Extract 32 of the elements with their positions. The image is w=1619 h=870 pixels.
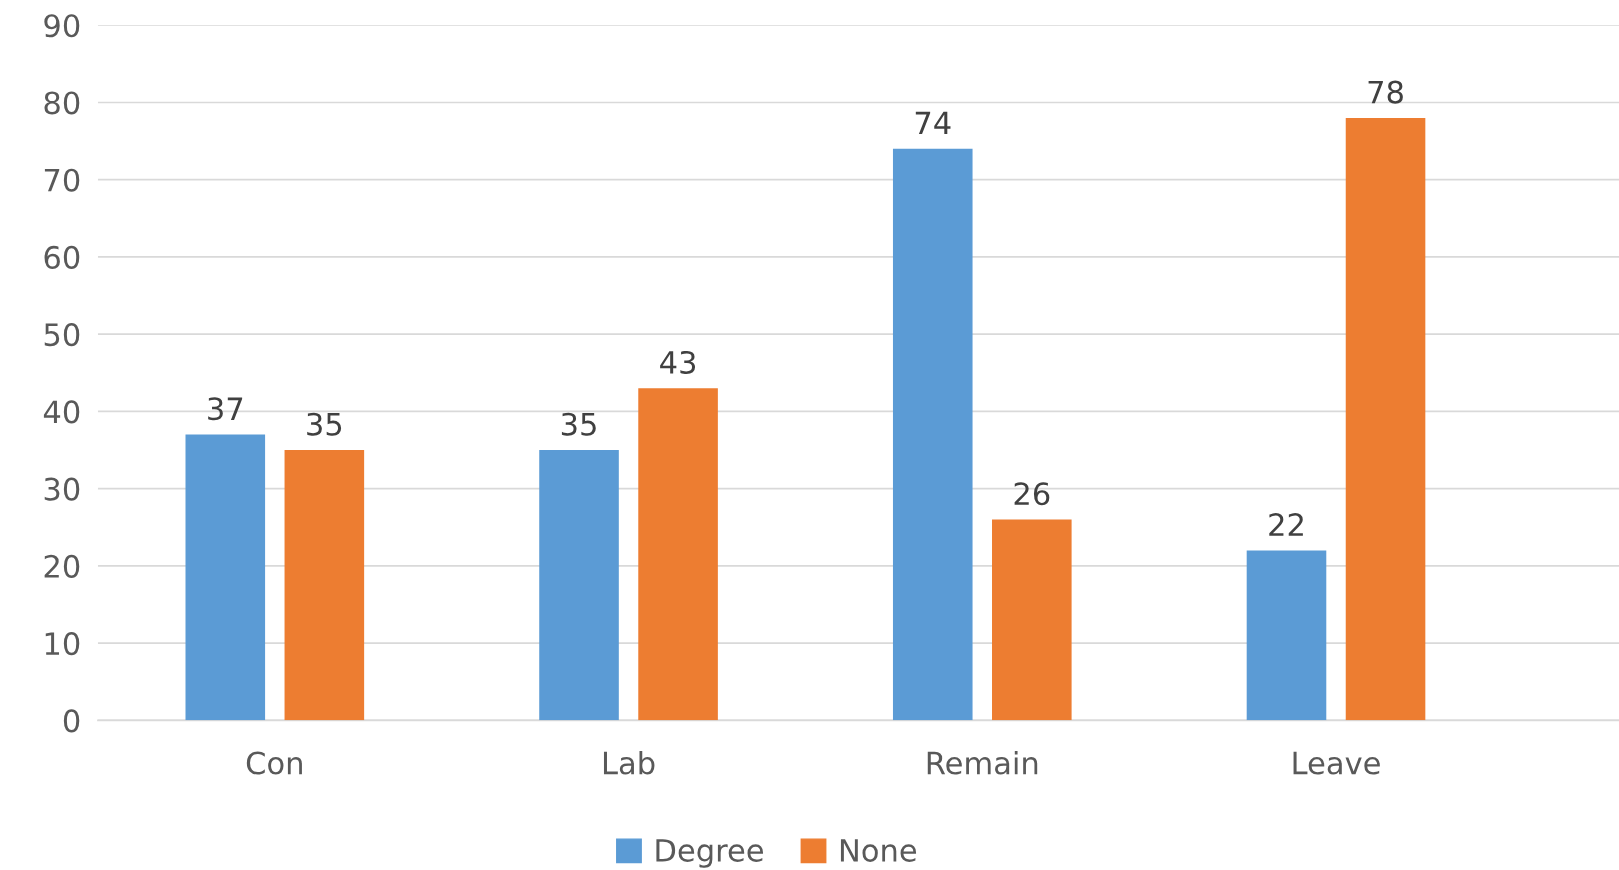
x-tick-label: Remain [927, 750, 1038, 775]
y-tick-label: 20 [44, 554, 80, 578]
legend-label: Degree [656, 839, 763, 868]
y-tick-label: 30 [44, 477, 80, 501]
bar [992, 519, 1072, 721]
bar [892, 148, 973, 721]
y-tick-label: 0 [63, 709, 80, 733]
bar [539, 450, 619, 721]
bar [1246, 550, 1327, 721]
y-tick-label: 40 [43, 400, 80, 424]
data-label: 35 [307, 412, 342, 436]
bar [284, 450, 365, 721]
y-tick-label: 10 [45, 632, 80, 656]
y-tick-label: 80 [44, 91, 80, 115]
x-tick-label: Con [246, 751, 302, 775]
y-tick-label: 90 [44, 14, 80, 38]
bar [638, 388, 718, 721]
y-tick-label: 70 [44, 168, 80, 192]
y-tick-label: 60 [44, 245, 80, 269]
data-label: 43 [660, 350, 696, 374]
bar [185, 434, 266, 721]
x-tick-label: Leave [1293, 751, 1380, 775]
y-tick-label: 50 [44, 323, 80, 347]
data-label: 78 [1368, 80, 1403, 104]
data-label: 35 [561, 412, 596, 436]
legend-label: None [840, 839, 917, 862]
data-label: 74 [915, 111, 951, 135]
bar [1345, 117, 1426, 721]
data-label: 26 [1014, 482, 1050, 506]
data-label: 22 [1269, 513, 1303, 536]
x-tick-label: Lab [603, 750, 655, 775]
data-label: 37 [208, 397, 243, 421]
